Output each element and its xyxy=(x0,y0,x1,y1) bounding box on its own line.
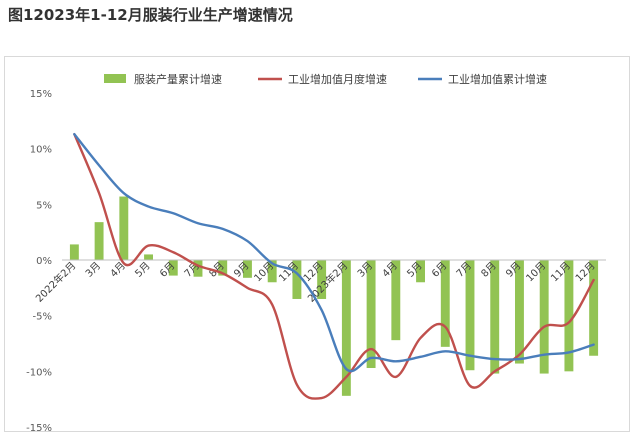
bar xyxy=(218,260,228,276)
line-series-cumulative xyxy=(73,132,595,373)
x-tick-label: 4月 xyxy=(108,260,128,280)
bar xyxy=(515,260,524,364)
bar xyxy=(416,260,425,283)
x-tick-label: 5月 xyxy=(133,260,153,280)
bar xyxy=(193,260,203,277)
bar xyxy=(465,260,475,371)
bar xyxy=(589,260,599,356)
bar xyxy=(144,254,153,260)
bar xyxy=(292,260,302,299)
bar xyxy=(341,260,351,396)
chart-frame xyxy=(4,56,630,432)
legend-label: 工业增加值累计增速 xyxy=(448,72,547,86)
bar xyxy=(168,260,178,276)
bar xyxy=(440,260,450,347)
y-tick-label: 0% xyxy=(36,256,52,267)
legend-label: 服装产量累计增速 xyxy=(134,72,222,86)
y-tick-label: 5% xyxy=(36,200,52,211)
bar xyxy=(267,260,277,283)
y-tick-label: 10% xyxy=(30,145,52,156)
bar xyxy=(317,260,327,299)
bar xyxy=(391,260,401,341)
line-series-monthly xyxy=(73,132,595,400)
y-tick-label: -15% xyxy=(26,423,52,434)
bar xyxy=(69,244,79,260)
bar xyxy=(119,196,129,260)
y-tick-label: -10% xyxy=(26,367,52,378)
x-tick-label: 3月 xyxy=(83,260,103,280)
bar xyxy=(539,260,549,374)
legend-swatch xyxy=(104,74,126,83)
legend-label: 工业增加值月度增速 xyxy=(288,72,387,86)
y-tick-label: -5% xyxy=(33,312,52,323)
bar xyxy=(366,260,376,368)
y-tick-label: 15% xyxy=(30,89,52,100)
figure-title: 图12023年1-12月服装行业生产增速情况 xyxy=(8,6,293,24)
bar xyxy=(564,260,574,372)
bar xyxy=(490,260,500,374)
bar xyxy=(243,260,252,278)
bar xyxy=(94,222,104,260)
